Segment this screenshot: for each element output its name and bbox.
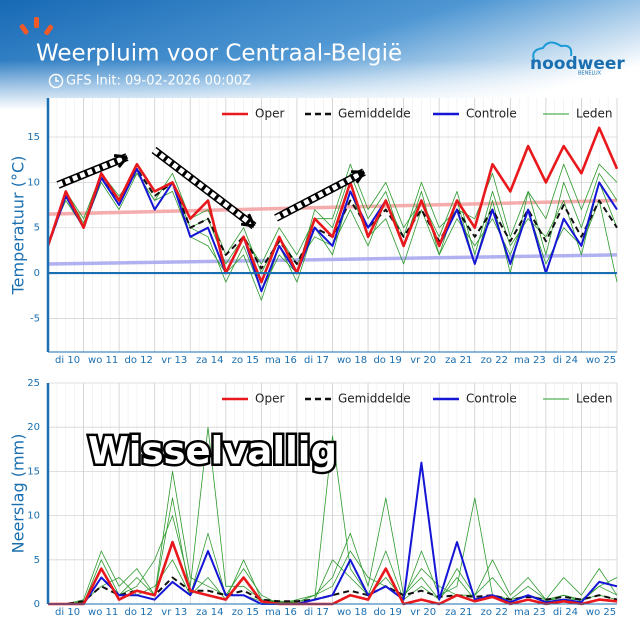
x-tick-label: do 19 — [373, 607, 401, 618]
y-tick-label: 5 — [34, 555, 40, 566]
x-tick-label: do 12 — [125, 607, 153, 618]
legend-label: Oper — [255, 392, 284, 406]
y-tick-label: 0 — [34, 268, 40, 279]
legend-label: Gemiddelde — [338, 107, 411, 121]
x-tick-label: zo 15 — [232, 607, 259, 618]
x-tick-label: di 24 — [553, 607, 578, 618]
arrow-head — [113, 154, 129, 169]
clock-icon — [48, 73, 64, 89]
x-tick-label: wo 25 — [586, 607, 616, 618]
x-tick-label: vr 20 — [410, 355, 436, 366]
arrow-head — [240, 213, 256, 228]
y-tick-label: 20 — [27, 422, 40, 433]
series-line — [47, 167, 618, 293]
y-tick-label: 15 — [27, 466, 40, 477]
y-tick-label: 0 — [34, 599, 40, 610]
x-tick-label: wo 18 — [337, 355, 367, 366]
y-axis-label: Neerslag (mm) — [9, 434, 28, 554]
x-tick-label: do 12 — [125, 355, 153, 366]
x-tick-label: wo 18 — [337, 607, 367, 618]
y-tick-label: 10 — [27, 177, 40, 188]
x-tick-label: ma 23 — [514, 355, 546, 366]
x-tick-label: za 14 — [196, 355, 223, 366]
x-tick-label: wo 11 — [88, 355, 118, 366]
logo-mark — [19, 17, 54, 36]
clock-hands — [55, 77, 59, 82]
x-tick-label: vr 13 — [161, 355, 187, 366]
annotation: Wisselvallig — [88, 430, 337, 473]
y-tick-label: 10 — [27, 511, 40, 522]
arrow-head — [350, 170, 366, 184]
climate-line — [47, 198, 618, 216]
x-tick-label: ma 16 — [265, 607, 297, 618]
arrow-shaft-inner — [57, 154, 128, 188]
trend-arrow — [56, 153, 129, 189]
arrow-shaft-inner — [152, 148, 256, 228]
x-tick-label: vr 13 — [161, 607, 187, 618]
x-tick-label: ma 16 — [265, 355, 297, 366]
logo-cloud — [532, 41, 573, 63]
subtitle: GFS Init: 09-02-2026 00:00Z — [66, 74, 251, 89]
x-tick-label: zo 22 — [481, 607, 508, 618]
logo-sub: BENELUX — [578, 71, 602, 77]
series-line — [48, 461, 618, 605]
x-tick-label: di 24 — [553, 355, 578, 366]
legend-label: Controle — [466, 392, 517, 406]
x-tick-label: za 21 — [445, 355, 472, 366]
x-tick-label: zo 15 — [232, 355, 259, 366]
y-tick-label: 15 — [27, 132, 40, 143]
y-axis-label: Temperatuur (°C) — [9, 156, 28, 296]
x-tick-label: do 19 — [373, 355, 401, 366]
x-tick-label: di 17 — [304, 607, 329, 618]
logo: noodweer — [530, 54, 625, 74]
legend-label: Oper — [255, 107, 284, 121]
x-tick-label: di 10 — [55, 607, 80, 618]
title: Weerpluim voor Centraal-België — [36, 41, 402, 67]
trend-arrow — [274, 168, 366, 222]
x-tick-label: di 10 — [55, 355, 80, 366]
legend-label: Leden — [576, 392, 612, 406]
x-tick-label: wo 25 — [586, 355, 616, 366]
x-tick-label: vr 20 — [410, 607, 436, 618]
x-tick-label: di 17 — [304, 355, 329, 366]
arrow-shaft-inner — [274, 169, 366, 221]
series-line — [46, 126, 619, 284]
y-tick-label: 25 — [27, 378, 40, 389]
x-tick-label: zo 22 — [481, 355, 508, 366]
x-tick-label: ma 23 — [514, 607, 546, 618]
trend-arrow — [151, 146, 257, 230]
legend-label: Leden — [576, 107, 612, 121]
y-tick-label: -5 — [30, 313, 40, 324]
legend-label: Gemiddelde — [338, 392, 411, 406]
x-tick-label: za 14 — [196, 607, 223, 618]
legend-label: Controle — [466, 107, 517, 121]
x-tick-label: wo 11 — [88, 607, 118, 618]
y-tick-label: 5 — [34, 223, 40, 234]
x-tick-label: za 21 — [445, 607, 472, 618]
climate-line — [47, 253, 618, 266]
